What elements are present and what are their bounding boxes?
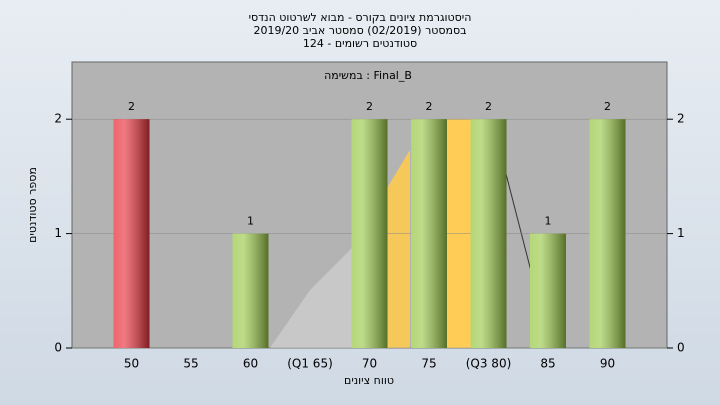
chart-title: בסמסטר (02/2019) סמסטר אביב 2019/20 bbox=[253, 24, 466, 37]
y-tick-label: 1 bbox=[54, 226, 62, 240]
x-tick-label: (Q1 65) bbox=[287, 357, 333, 371]
data-label: 2 bbox=[128, 100, 135, 113]
data-label: 2 bbox=[366, 100, 373, 113]
y2-tick-label: 2 bbox=[677, 112, 685, 126]
data-label: 2 bbox=[485, 100, 492, 113]
data-label: 1 bbox=[247, 215, 254, 228]
bar-shade bbox=[589, 119, 626, 348]
y-tick-label: 0 bbox=[54, 341, 62, 355]
annotation: Final_B : במשימה bbox=[324, 69, 412, 82]
data-label: 2 bbox=[426, 100, 433, 113]
x-tick-label: 55 bbox=[183, 357, 198, 371]
y2-tick-label: 1 bbox=[677, 226, 685, 240]
y-tick-label: 2 bbox=[54, 112, 62, 126]
x-tick-label: (Q3 80) bbox=[466, 357, 512, 371]
x-tick-label: 50 bbox=[124, 357, 139, 371]
bar-shade bbox=[470, 119, 507, 348]
chart-title: היסטוגרמת ציונים בקורס - מבוא לשרטוט הנד… bbox=[249, 11, 472, 24]
x-axis-label: טווח ציונים bbox=[344, 374, 394, 387]
x-tick-label: 85 bbox=[540, 357, 555, 371]
bar-shade bbox=[113, 119, 150, 348]
x-tick-label: 70 bbox=[362, 357, 377, 371]
x-tick-label: 90 bbox=[600, 357, 615, 371]
bar-shade bbox=[530, 233, 566, 348]
x-tick-label: 60 bbox=[243, 357, 258, 371]
data-label: 2 bbox=[604, 100, 611, 113]
bar-shade bbox=[232, 233, 269, 348]
chart-title: סטודנטים רשומים - 124 bbox=[303, 37, 417, 50]
trend-line bbox=[504, 169, 533, 276]
data-label: 1 bbox=[545, 215, 552, 228]
x-tick-label: 75 bbox=[421, 357, 436, 371]
bar-shade bbox=[411, 119, 447, 348]
y2-tick-label: 0 bbox=[677, 341, 685, 355]
y-axis-label: מספר סטודנטים bbox=[26, 167, 39, 243]
bar-shade bbox=[351, 119, 388, 348]
